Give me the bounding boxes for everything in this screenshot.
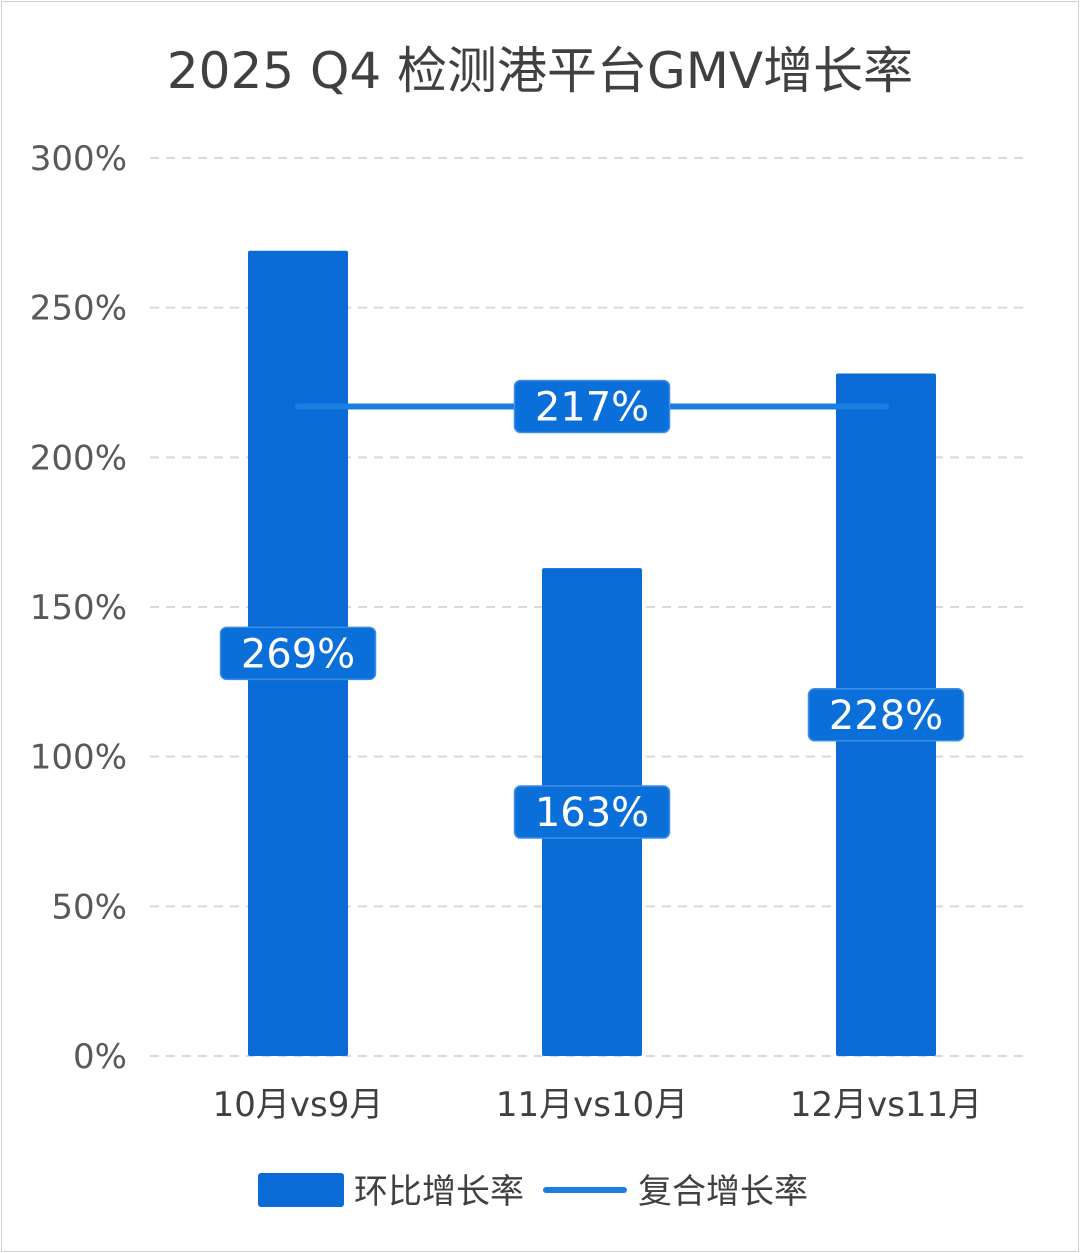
data-label: 228% xyxy=(829,693,943,739)
y-tick-label: 200% xyxy=(30,438,127,478)
legend-bar-swatch xyxy=(258,1173,344,1207)
y-tick-label: 150% xyxy=(30,588,127,628)
data-label: 269% xyxy=(241,631,355,677)
data-label: 217% xyxy=(535,384,649,430)
y-tick-label: 0% xyxy=(73,1037,127,1077)
y-tick-label: 50% xyxy=(51,887,127,927)
data-label-box xyxy=(513,379,671,434)
data-label: 163% xyxy=(535,790,649,836)
chart-title: 2025 Q4 检测港平台GMV增长率 xyxy=(167,42,913,100)
y-tick-label: 250% xyxy=(30,289,127,329)
x-tick-label: 11月vs10月 xyxy=(496,1085,688,1125)
y-tick-label: 100% xyxy=(30,738,127,778)
legend: 环比增长率 复合增长率 xyxy=(258,1172,808,1212)
x-axis-ticks: 10月vs9月 11月vs10月 12月vs11月 xyxy=(213,1085,983,1125)
y-tick-label: 300% xyxy=(30,139,127,179)
legend-label: 复合增长率 xyxy=(638,1172,808,1212)
y-axis-ticks: 0% 50% 100% 150% 200% 250% 300% xyxy=(30,139,127,1077)
data-label-box xyxy=(219,626,377,681)
legend-label: 环比增长率 xyxy=(354,1172,524,1212)
x-tick-label: 10月vs9月 xyxy=(213,1085,384,1125)
x-tick-label: 12月vs11月 xyxy=(790,1085,982,1125)
data-label-box xyxy=(513,785,671,839)
data-labels: 269% 163% 228% 217% xyxy=(219,379,965,839)
data-label-box xyxy=(807,688,965,742)
